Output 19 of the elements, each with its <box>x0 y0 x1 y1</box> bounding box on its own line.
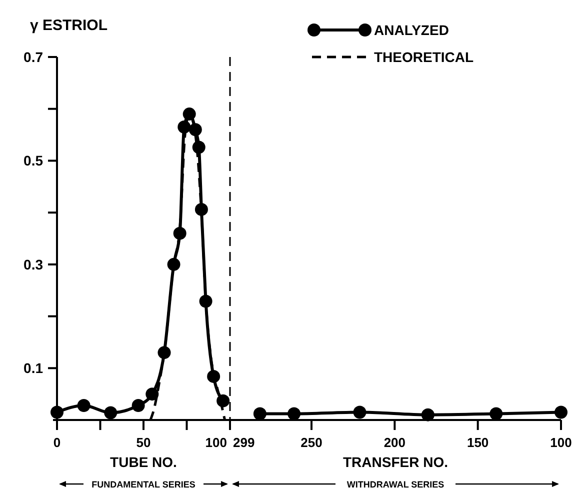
y-tick-label: 0.5 <box>24 152 44 169</box>
x-tick-label: 100 <box>205 435 227 450</box>
legend-label: ANALYZED <box>374 22 449 38</box>
x-tick-label: 0 <box>53 435 61 450</box>
text: WITHDRAWAL SERIES <box>346 480 444 490</box>
y-axis-title: γ ESTRIOL <box>30 17 108 34</box>
x-tick-label: 250 <box>300 435 322 450</box>
legend-label: THEORETICAL <box>374 49 474 65</box>
x-tick-label: 299 <box>233 435 255 450</box>
x-tick-label: 200 <box>384 435 406 450</box>
x-tick-label: 150 <box>466 435 489 450</box>
x-axis-title: TRANSFER NO. <box>343 454 448 470</box>
x-tick-label: 50 <box>136 435 151 450</box>
y-tick-label: 0.3 <box>24 256 44 272</box>
x-tick-label: 100 <box>550 435 572 450</box>
x-axis-title: TUBE NO. <box>110 454 177 470</box>
y-tick-label: 0.1 <box>24 360 44 376</box>
text: FUNDAMENTAL SERIES <box>92 480 196 490</box>
y-tick-label: 0.7 <box>24 49 44 65</box>
